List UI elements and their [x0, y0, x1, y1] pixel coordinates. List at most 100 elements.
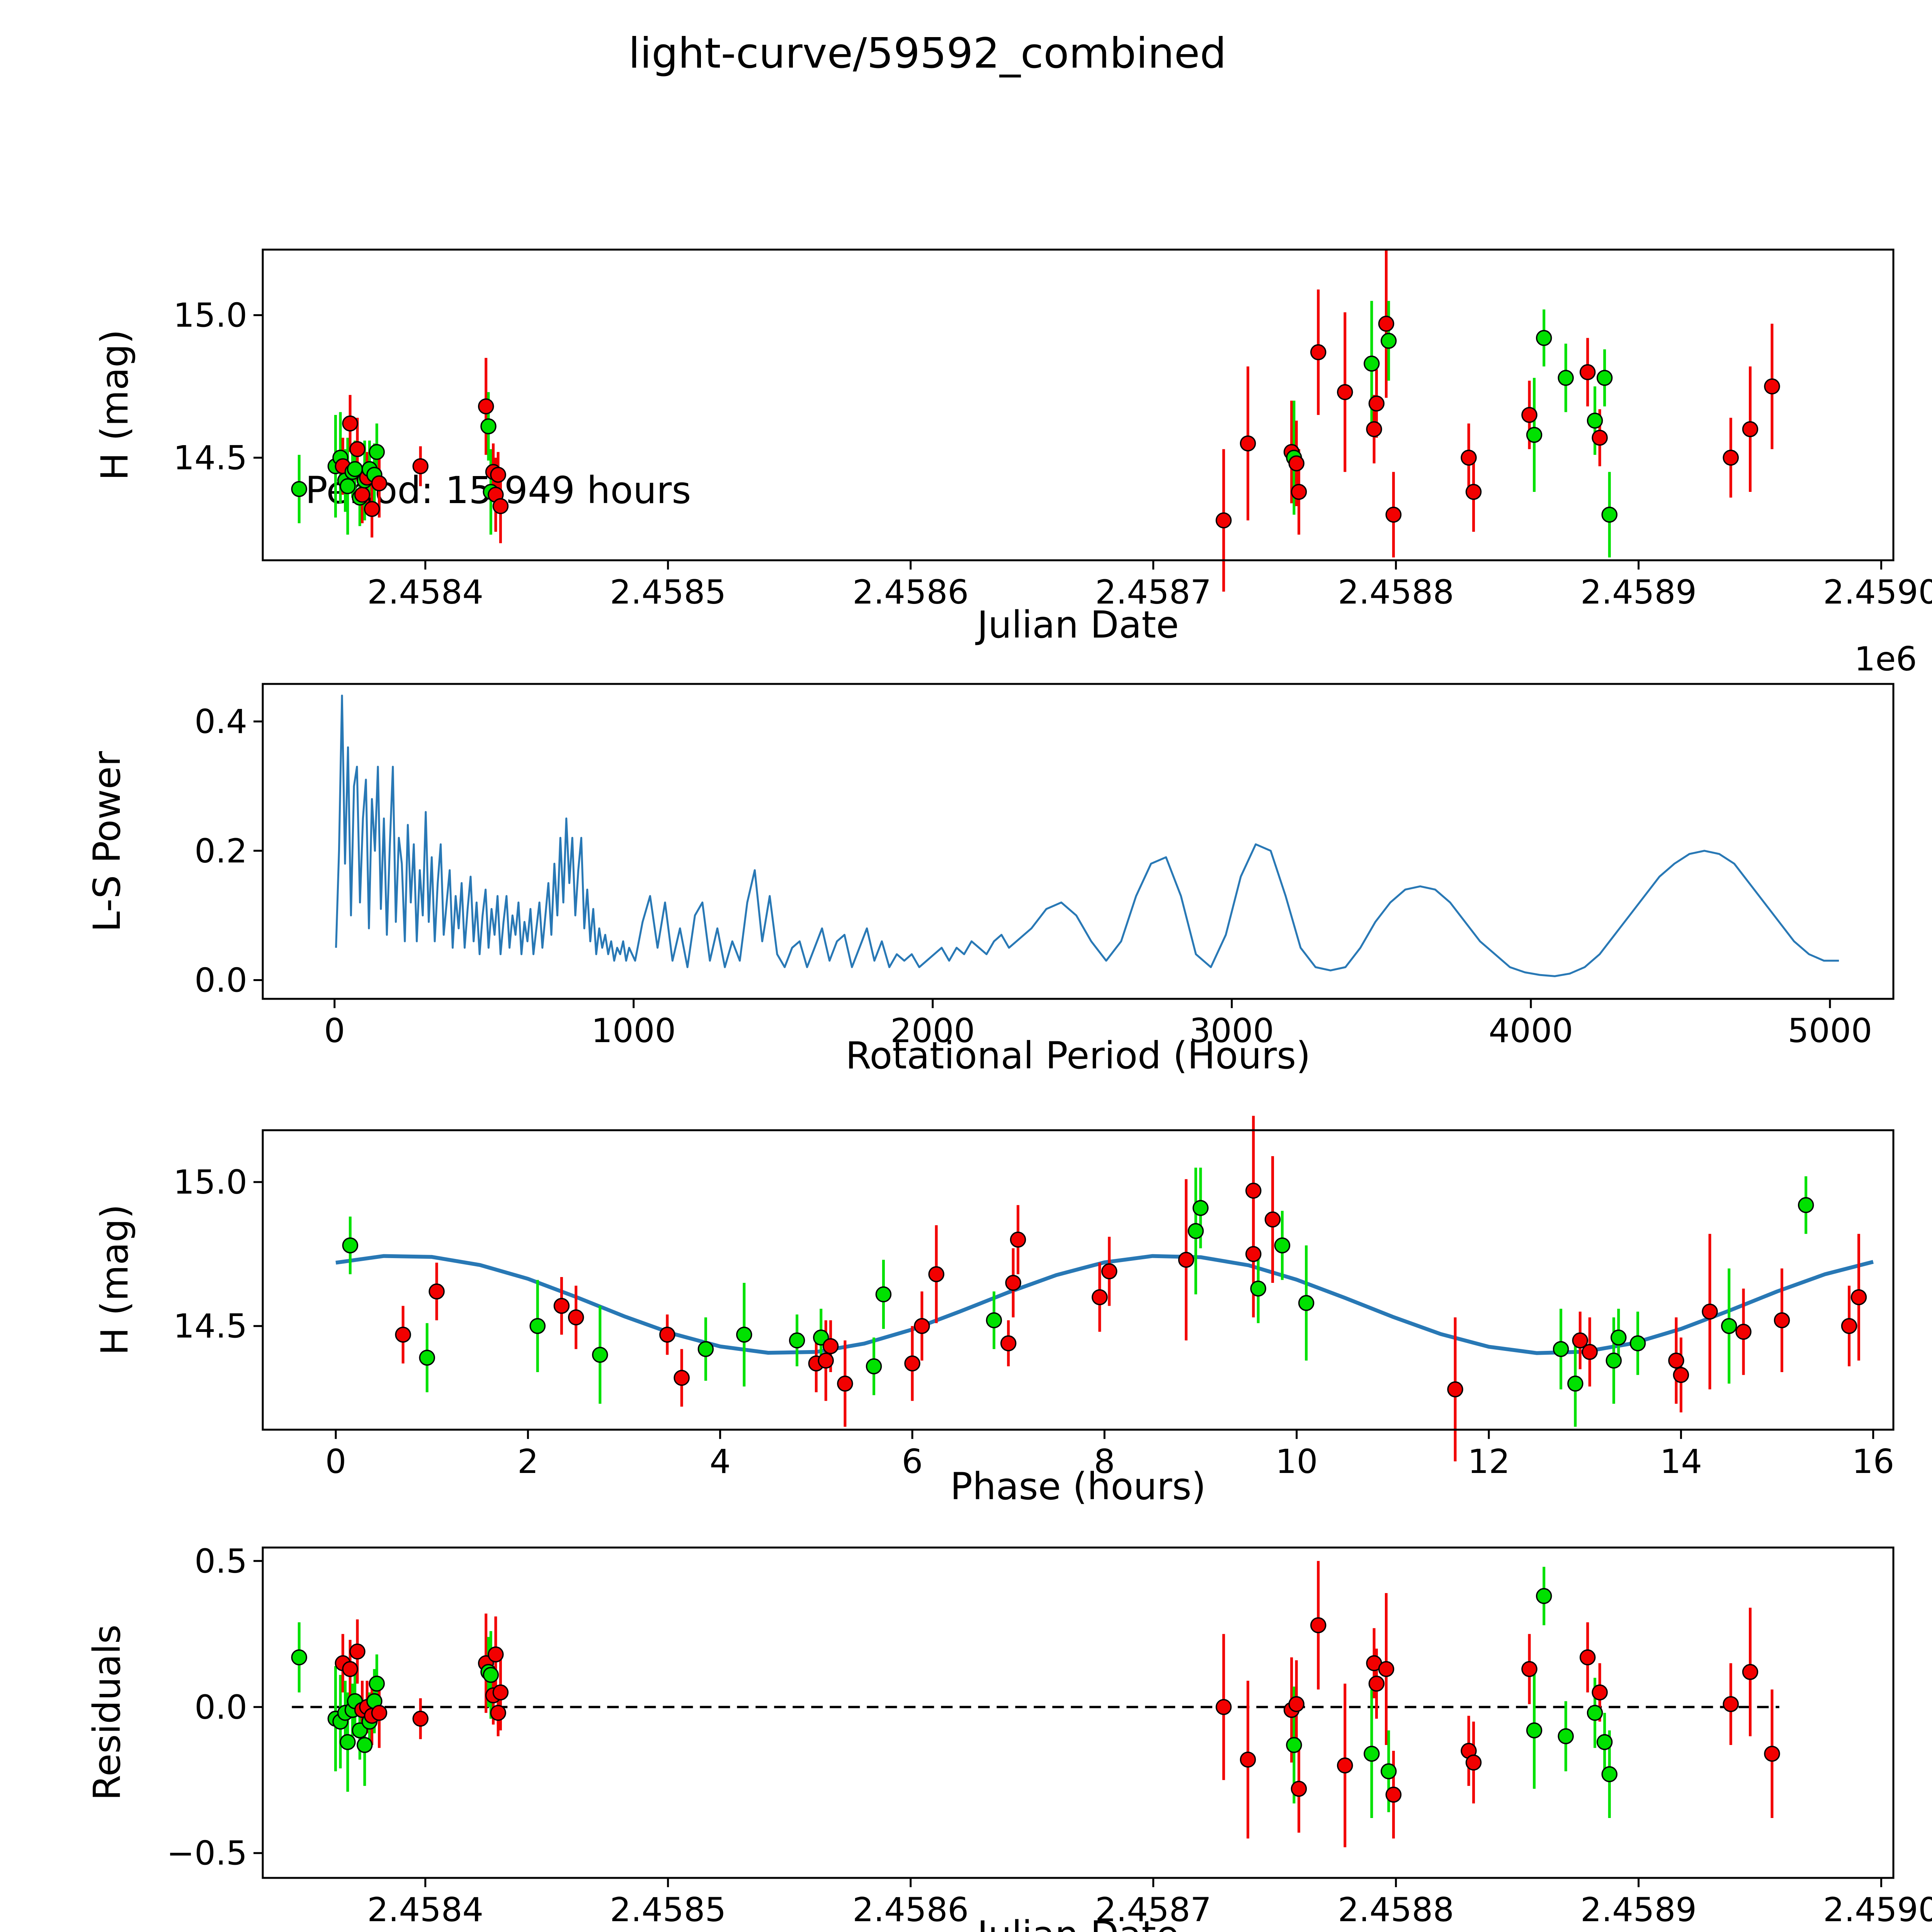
- data-point: [1673, 1367, 1689, 1383]
- data-point: [697, 1341, 714, 1357]
- data-point: [412, 458, 429, 474]
- data-point: [1364, 355, 1380, 372]
- data-point: [592, 1347, 608, 1363]
- data-point: [1587, 1705, 1603, 1721]
- data-point: [1461, 449, 1477, 466]
- x-tick-label: 12: [1468, 1442, 1510, 1481]
- residuals-ylabel: Residuals: [85, 1624, 129, 1800]
- data-point: [419, 1349, 435, 1366]
- y-tick-label: −0.5: [167, 1834, 247, 1873]
- x-tick-label: 2.4590: [1823, 1891, 1932, 1929]
- lightcurve-ylabel: H (mag): [93, 330, 136, 481]
- data-point: [1702, 1303, 1718, 1320]
- x-tick-label: 16: [1852, 1442, 1894, 1481]
- data-point: [354, 486, 371, 503]
- data-point: [1592, 430, 1608, 446]
- data-point: [1245, 1246, 1262, 1262]
- data-point: [1536, 330, 1552, 346]
- x-tick-label: 2: [517, 1442, 539, 1481]
- data-point: [480, 418, 497, 435]
- data-point: [1723, 1696, 1739, 1712]
- data-point: [369, 1675, 385, 1692]
- lightcurve-offset-label: 1e6: [1854, 640, 1917, 679]
- data-point: [1580, 364, 1596, 380]
- data-point: [1368, 395, 1385, 412]
- data-point: [1010, 1231, 1026, 1248]
- data-point: [1592, 1684, 1608, 1701]
- axes-frame: [262, 1546, 1895, 1879]
- x-tick-label: 2.4587: [1095, 573, 1211, 612]
- data-point: [478, 398, 494, 415]
- x-tick-label: 2.4584: [367, 573, 483, 612]
- data-point: [986, 1312, 1002, 1328]
- data-point: [1611, 1329, 1627, 1346]
- data-point: [342, 415, 358, 432]
- phase-ylabel: H (mag): [93, 1204, 136, 1355]
- x-tick-label: 0: [325, 1442, 347, 1481]
- data-point: [1366, 421, 1382, 437]
- data-point: [1385, 1786, 1402, 1803]
- data-point: [395, 1327, 411, 1343]
- data-point: [1364, 1745, 1380, 1762]
- x-tick-label: 3000: [1189, 1012, 1274, 1050]
- data-point: [1240, 1752, 1256, 1768]
- data-point: [1536, 1588, 1552, 1604]
- lightcurve-xlabel: Julian Date: [975, 603, 1179, 646]
- data-point: [1572, 1332, 1588, 1349]
- data-point: [1526, 1722, 1543, 1738]
- data-point: [371, 1705, 388, 1721]
- data-point: [1288, 455, 1304, 471]
- x-tick-label: 2000: [890, 1012, 975, 1050]
- x-tick-label: 10: [1276, 1442, 1318, 1481]
- data-point: [904, 1355, 920, 1372]
- panel-lightcurve: Julian Date H (mag) 1e6 Period: 15.949 h…: [93, 248, 1932, 679]
- data-point: [1187, 1223, 1204, 1239]
- data-point: [1465, 1754, 1482, 1771]
- data-point: [1286, 1737, 1302, 1753]
- data-point: [1245, 1182, 1262, 1199]
- x-tick-label: 2.4588: [1338, 1891, 1454, 1929]
- x-tick-label: 2.4588: [1338, 573, 1454, 612]
- y-tick-label: 14.5: [173, 1307, 247, 1346]
- data-point: [342, 1237, 359, 1253]
- data-point: [818, 1352, 834, 1369]
- x-tick-label: 2.4585: [610, 1891, 726, 1929]
- data-point: [1250, 1281, 1267, 1297]
- data-point: [1723, 449, 1739, 466]
- data-point: [1298, 1295, 1315, 1311]
- data-point: [488, 1646, 504, 1663]
- data-point: [1240, 435, 1256, 452]
- axes-frame: [262, 1129, 1895, 1431]
- x-tick-label: 1000: [591, 1012, 676, 1050]
- data-point: [1092, 1289, 1108, 1305]
- data-point: [492, 1684, 509, 1701]
- x-tick-label: 2.4585: [610, 573, 726, 612]
- data-point: [1580, 1649, 1596, 1665]
- data-point: [369, 444, 385, 460]
- data-point: [429, 1283, 445, 1300]
- data-point: [1381, 333, 1397, 349]
- data-point: [529, 1318, 546, 1334]
- axes-frame: [262, 248, 1895, 561]
- data-point: [349, 441, 366, 457]
- panel-phase: Phase (hours) H (mag) 0 2 4 6 8 10 12 14 16 14.5 1…: [93, 1116, 1895, 1508]
- phase-xlabel: Phase (hours): [950, 1465, 1206, 1508]
- x-tick-label: 2.4586: [852, 573, 969, 612]
- data-point: [1850, 1289, 1867, 1305]
- data-point: [553, 1298, 570, 1314]
- data-point: [1558, 1728, 1574, 1745]
- data-point: [1005, 1275, 1021, 1291]
- data-point: [342, 1661, 358, 1677]
- periodogram-ylabel: L-S Power: [85, 751, 129, 932]
- phase-plot-area: 0 2 4 6 8 10 12 14 16 14.5 15.0: [173, 1116, 1895, 1481]
- y-tick-label: 0.0: [194, 1688, 247, 1727]
- panel-periodogram: Rotational Period (Hours) L-S Power 0 100…: [85, 683, 1895, 1077]
- data-point: [1629, 1335, 1646, 1352]
- y-tick-label: 0.0: [194, 961, 247, 1000]
- data-point: [1601, 1766, 1618, 1782]
- data-point: [1605, 1352, 1622, 1369]
- data-point: [412, 1711, 429, 1727]
- fit-curve-line: [335, 1254, 1874, 1355]
- data-point: [1178, 1252, 1194, 1268]
- data-point: [364, 501, 380, 517]
